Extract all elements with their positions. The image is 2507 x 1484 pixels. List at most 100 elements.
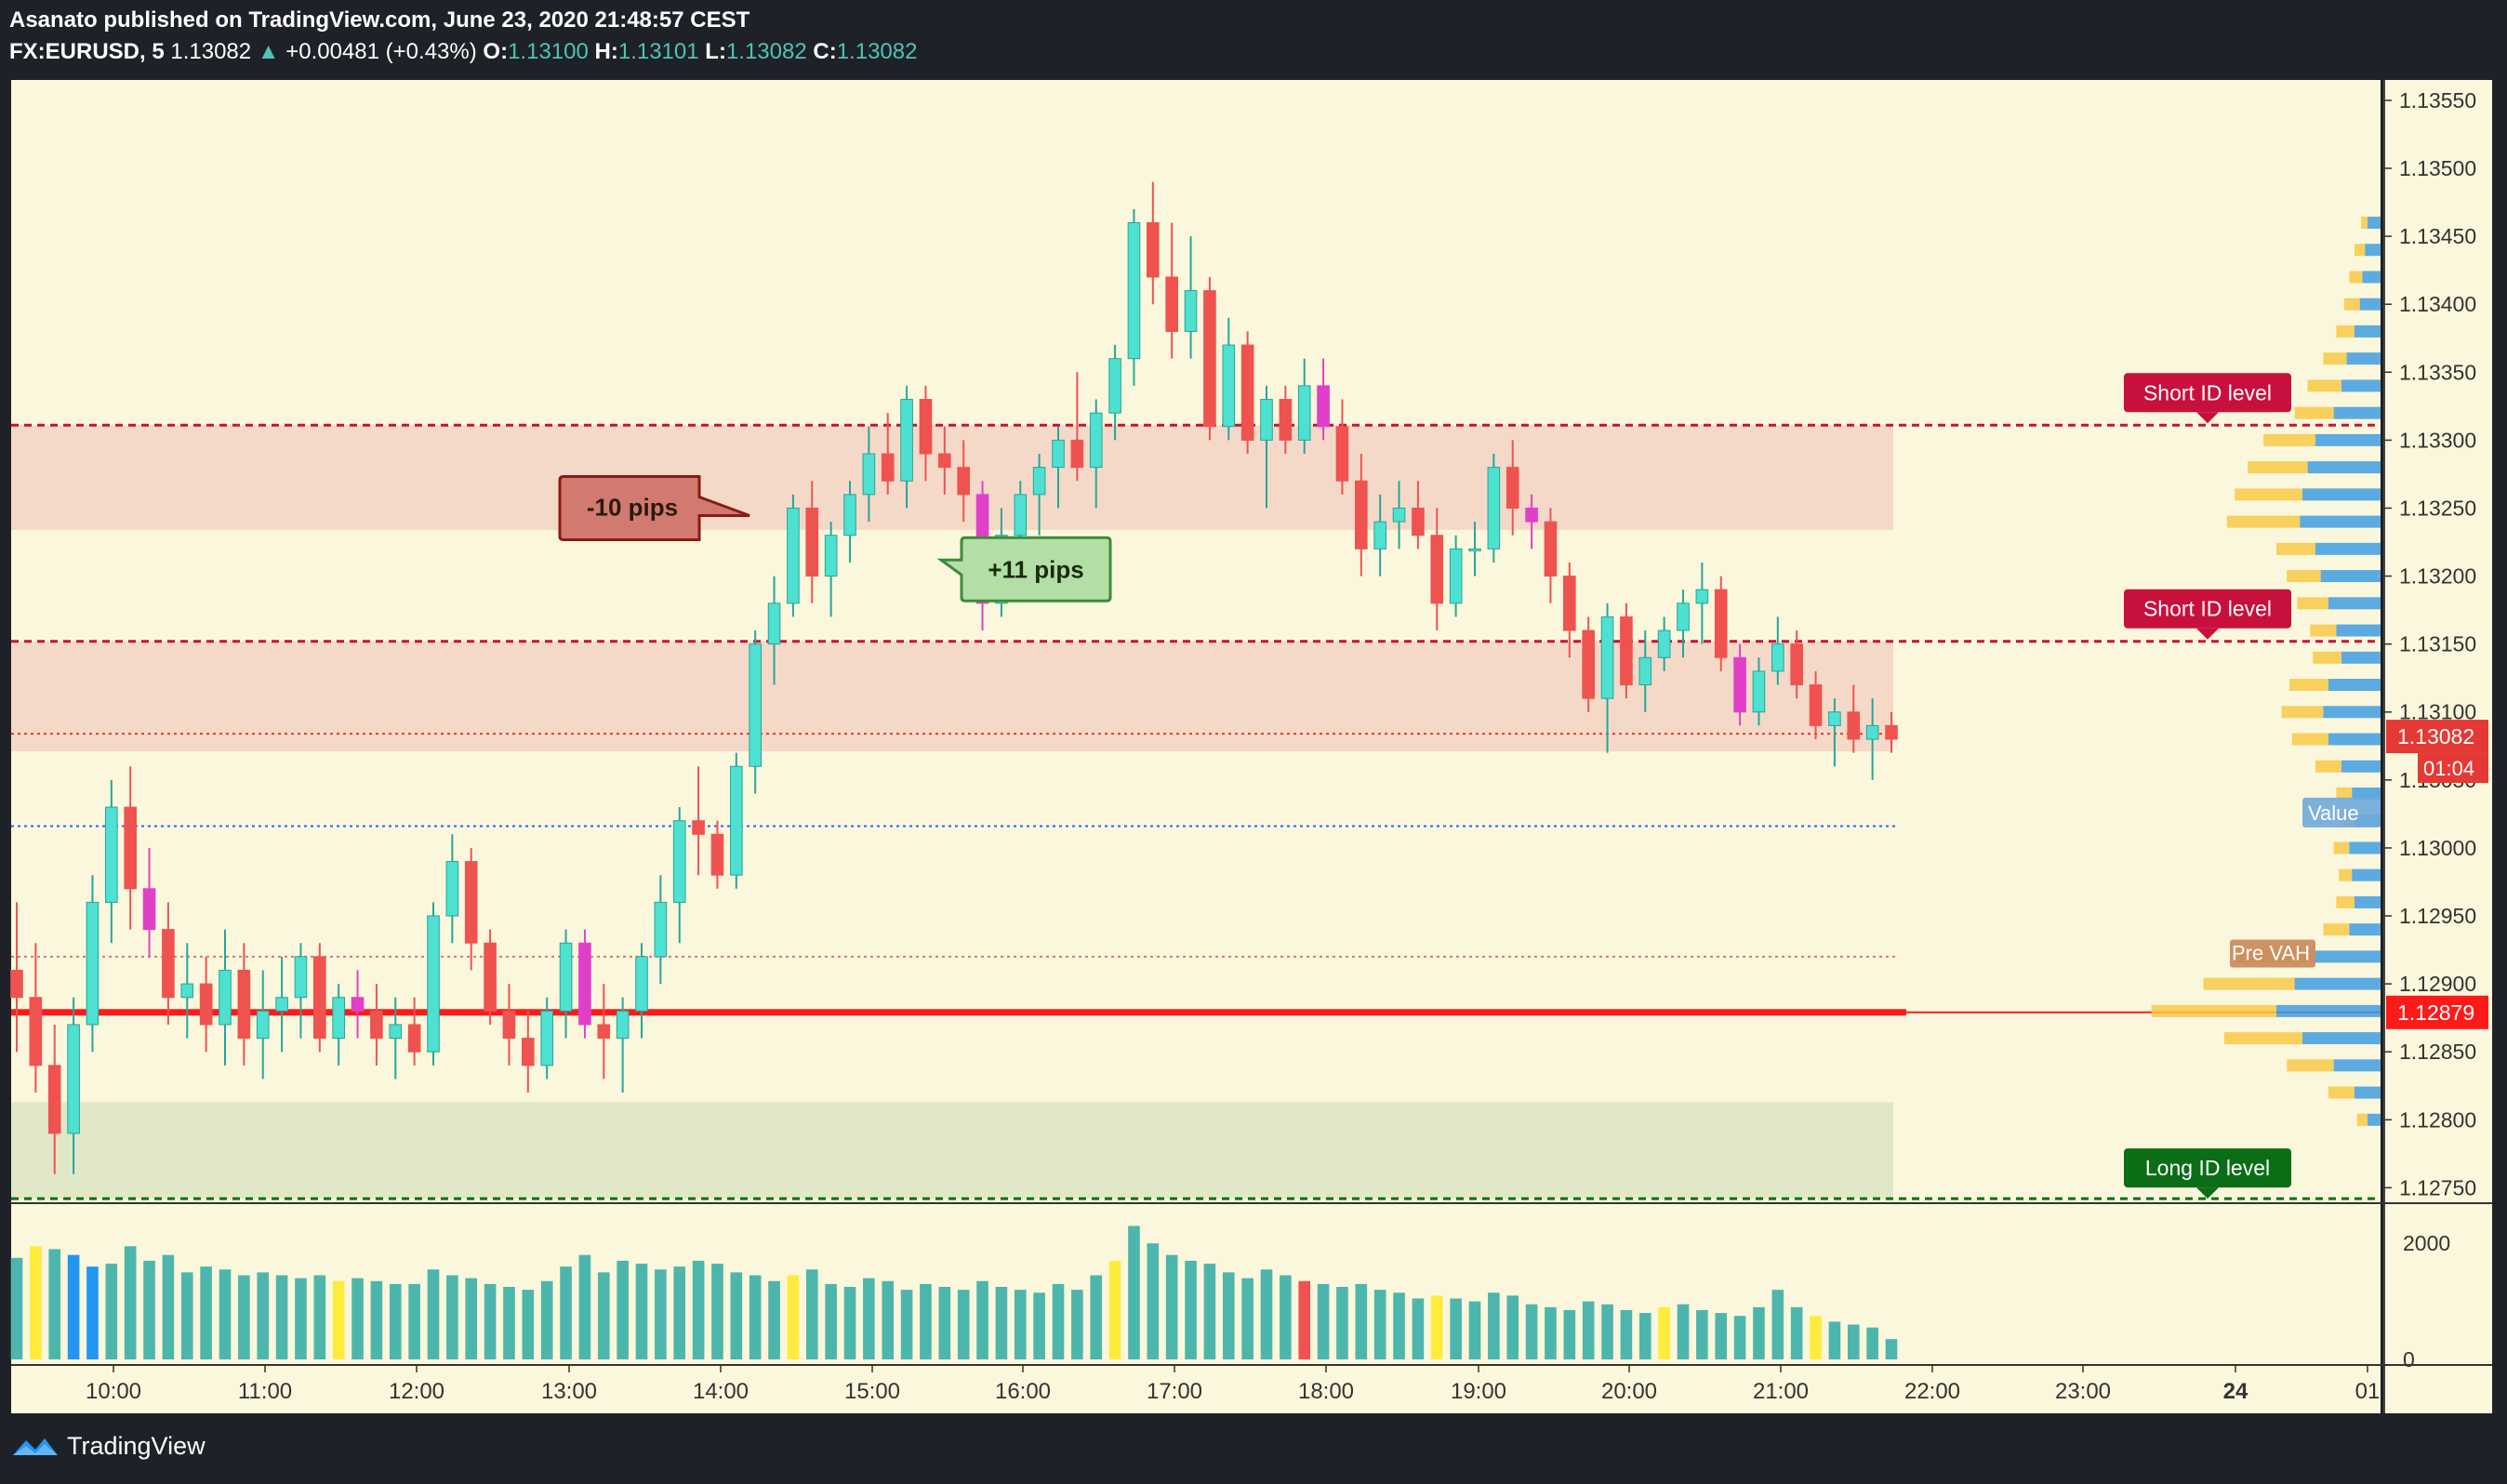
volume-bar bbox=[1260, 1269, 1273, 1359]
volume-bar bbox=[1355, 1283, 1368, 1359]
author-line: Asanato published on TradingView.com, Ju… bbox=[9, 7, 750, 33]
open-value: 1.13100 bbox=[508, 39, 589, 64]
candle-body bbox=[1695, 589, 1709, 604]
candle-body bbox=[1317, 385, 1330, 428]
candle-body bbox=[1240, 344, 1254, 441]
candle-body bbox=[1582, 629, 1595, 699]
candle-body bbox=[1032, 467, 1046, 496]
volume-bar bbox=[1696, 1309, 1708, 1359]
candle-body bbox=[1657, 629, 1671, 658]
profile-bar-blue bbox=[2333, 406, 2381, 419]
candle-body bbox=[47, 1065, 61, 1134]
candle-body bbox=[1544, 521, 1558, 577]
candle-body bbox=[1392, 507, 1406, 523]
candle-body bbox=[824, 535, 838, 577]
volume-bar bbox=[295, 1278, 307, 1359]
profile-bar-blue bbox=[2276, 1004, 2381, 1017]
profile-bar-blue bbox=[2294, 977, 2381, 990]
profile-bar-yellow bbox=[2294, 406, 2334, 419]
symbol-label[interactable]: FX:EURUSD, 5 bbox=[9, 39, 165, 64]
profile-bar-blue bbox=[2346, 352, 2381, 365]
volume-bar bbox=[1488, 1292, 1500, 1359]
volume-bar bbox=[1525, 1304, 1538, 1359]
candle-body bbox=[1165, 276, 1178, 332]
zone-short-0 bbox=[11, 425, 1893, 530]
volume-bar bbox=[427, 1269, 440, 1359]
volume-bar bbox=[389, 1283, 402, 1359]
symbol-info: FX:EURUSD, 5 1.13082 ▲ +0.00481 (+0.43%)… bbox=[9, 39, 917, 65]
candle-body bbox=[710, 833, 724, 876]
close-value: 1.13082 bbox=[836, 39, 918, 64]
countdown-label: 01:04 bbox=[2423, 757, 2474, 780]
candle-body bbox=[767, 603, 781, 645]
candle-body bbox=[484, 942, 497, 1012]
close-label: C: bbox=[813, 39, 837, 64]
candle-body bbox=[654, 901, 668, 958]
profile-bar-yellow bbox=[2226, 515, 2301, 528]
candle-body bbox=[1449, 548, 1463, 604]
profile-bar-yellow bbox=[2297, 597, 2328, 610]
volume-bar bbox=[938, 1287, 951, 1359]
candle-body bbox=[597, 1024, 611, 1040]
footer-brand[interactable]: TradingView bbox=[11, 1432, 206, 1461]
profile-bar-yellow bbox=[2291, 733, 2328, 746]
profile-bar-blue bbox=[2328, 733, 2381, 746]
profile-bar-blue bbox=[2315, 950, 2381, 963]
profile-bar-blue bbox=[2354, 1086, 2381, 1099]
candle-body bbox=[1600, 616, 1614, 699]
level-label-pointer bbox=[2196, 412, 2219, 424]
candle-body bbox=[389, 1024, 403, 1040]
candle-body bbox=[142, 888, 156, 931]
volume-bar bbox=[995, 1287, 1008, 1359]
profile-bar-blue bbox=[2341, 379, 2381, 392]
zone-long-2 bbox=[11, 1102, 1893, 1199]
candle-body bbox=[843, 494, 856, 537]
volume-bar bbox=[484, 1283, 497, 1359]
candle-body bbox=[540, 1010, 553, 1067]
minus-pips-text: -10 pips bbox=[587, 493, 678, 521]
candle-body bbox=[1809, 684, 1823, 726]
minus-pips-callout bbox=[558, 474, 750, 541]
profile-bar-yellow bbox=[2339, 868, 2353, 881]
volume-bar bbox=[900, 1290, 913, 1359]
prev-close-label: 1.12879 bbox=[2397, 1000, 2474, 1025]
candle-body bbox=[219, 969, 232, 1026]
candle-body bbox=[29, 997, 43, 1067]
profile-bar-yellow bbox=[2263, 433, 2315, 446]
last-price: 1.13082 bbox=[170, 39, 252, 64]
volume-bar bbox=[522, 1290, 535, 1359]
candle-body bbox=[1487, 467, 1501, 550]
volume-bar bbox=[805, 1269, 818, 1359]
level-label-pointer bbox=[2196, 1187, 2219, 1199]
candle-body bbox=[1677, 603, 1690, 631]
y-tick-label: 1.13550 bbox=[2399, 88, 2476, 113]
volume-bar bbox=[1715, 1313, 1728, 1359]
profile-bar-blue bbox=[2368, 216, 2381, 229]
candle-body bbox=[1430, 535, 1444, 604]
y-tick-label: 1.13000 bbox=[2399, 836, 2476, 860]
candle-body bbox=[1506, 467, 1519, 509]
candle-body bbox=[294, 956, 308, 999]
volume-bar bbox=[1071, 1290, 1083, 1359]
volume-bar bbox=[465, 1278, 478, 1359]
candle-body bbox=[749, 643, 762, 767]
volume-bar bbox=[1317, 1283, 1330, 1359]
volume-bar bbox=[86, 1266, 99, 1359]
volume-bar bbox=[257, 1272, 270, 1359]
profile-bar-blue bbox=[2328, 679, 2381, 692]
profile-bar-yellow bbox=[2248, 461, 2308, 474]
volume-bar bbox=[1638, 1313, 1651, 1359]
volume-bar bbox=[446, 1275, 458, 1359]
profile-bar-yellow bbox=[2328, 1086, 2354, 1099]
candle-body bbox=[1297, 385, 1311, 441]
candle-body bbox=[692, 820, 705, 835]
level-label-box-0 bbox=[2124, 373, 2291, 413]
pre-vah-label-text: Pre VAH bbox=[2232, 941, 2310, 964]
profile-bar-yellow bbox=[2349, 271, 2363, 284]
volume-bar bbox=[1733, 1316, 1746, 1359]
candle-body bbox=[1865, 724, 1879, 740]
candle-body bbox=[1222, 344, 1236, 428]
volume-bar bbox=[1393, 1292, 1405, 1359]
volume-bar bbox=[1866, 1327, 1878, 1359]
